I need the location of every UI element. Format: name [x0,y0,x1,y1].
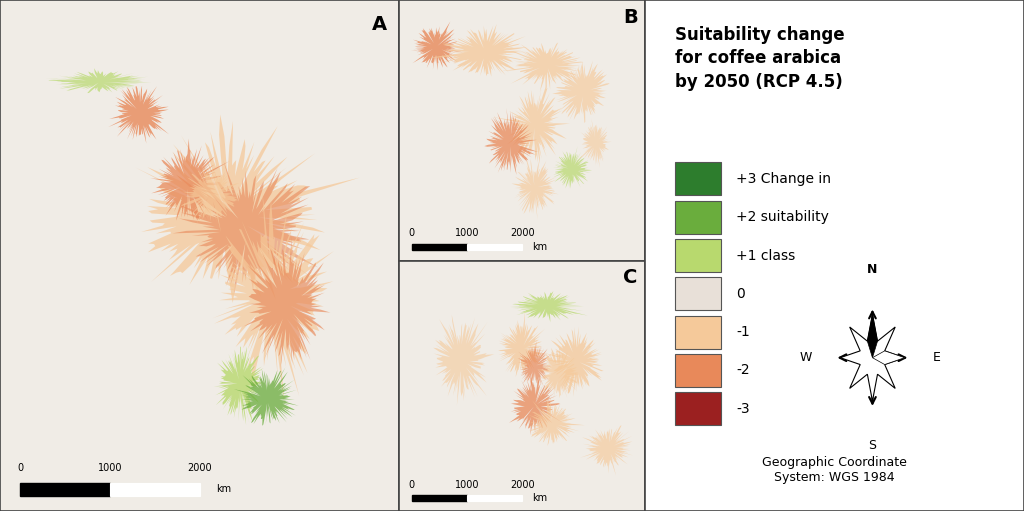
Polygon shape [212,189,334,404]
Text: 1000: 1000 [455,480,479,490]
Bar [412,244,467,250]
Text: km: km [216,484,230,494]
Polygon shape [244,236,331,369]
Text: A: A [373,15,387,34]
Polygon shape [214,346,264,425]
Polygon shape [518,341,551,389]
Polygon shape [135,114,359,303]
Polygon shape [433,315,495,406]
Text: 0: 0 [409,228,415,239]
Polygon shape [509,374,562,435]
Polygon shape [553,146,592,189]
Text: 1000: 1000 [97,462,122,473]
Text: +3 Change in: +3 Change in [736,172,831,186]
Text: -2: -2 [736,363,750,378]
Polygon shape [233,367,299,426]
Text: -3: -3 [736,402,750,416]
Polygon shape [498,311,549,377]
Text: Suitability change
for coffee arabica
by 2050 (RCP 4.5): Suitability change for coffee arabica by… [676,26,845,91]
Polygon shape [180,163,243,233]
Polygon shape [552,61,609,123]
Text: C: C [624,268,638,287]
FancyBboxPatch shape [676,162,721,195]
FancyBboxPatch shape [676,277,721,310]
FancyBboxPatch shape [676,200,721,234]
Polygon shape [841,314,904,401]
FancyBboxPatch shape [676,239,721,272]
Text: km: km [532,242,547,252]
Bar [467,495,522,501]
Polygon shape [109,86,169,144]
Polygon shape [545,327,603,397]
Polygon shape [493,85,570,164]
Text: +2 suitability: +2 suitability [736,210,828,224]
Polygon shape [484,108,539,175]
Polygon shape [528,397,585,446]
Polygon shape [580,425,633,476]
Text: B: B [623,8,638,27]
Bar [467,244,522,250]
Text: E: E [933,351,941,364]
Polygon shape [172,160,318,299]
Polygon shape [580,119,611,168]
Text: 0: 0 [736,287,744,301]
FancyBboxPatch shape [676,315,721,349]
Polygon shape [511,158,559,219]
Text: 0: 0 [409,480,415,490]
Text: W: W [800,351,812,364]
Text: 0: 0 [17,462,23,473]
Polygon shape [429,24,530,77]
Bar [110,483,200,496]
FancyBboxPatch shape [676,392,721,425]
Bar [20,483,110,496]
Polygon shape [510,291,588,322]
Polygon shape [502,42,584,92]
Text: km: km [532,493,547,503]
Text: -1: -1 [736,325,750,339]
Text: 2000: 2000 [510,228,535,239]
FancyBboxPatch shape [676,354,721,387]
Polygon shape [872,351,904,364]
Text: N: N [867,263,878,276]
Polygon shape [867,314,878,358]
Polygon shape [45,68,152,93]
Polygon shape [411,21,463,71]
Text: S: S [868,439,877,452]
Polygon shape [151,138,229,221]
Text: Geographic Coordinate
System: WGS 1984: Geographic Coordinate System: WGS 1984 [762,456,907,484]
Polygon shape [538,347,580,400]
Text: +1 class: +1 class [736,248,796,263]
Text: 2000: 2000 [510,480,535,490]
Text: 1000: 1000 [455,228,479,239]
Bar [412,495,467,501]
Text: 2000: 2000 [187,462,212,473]
